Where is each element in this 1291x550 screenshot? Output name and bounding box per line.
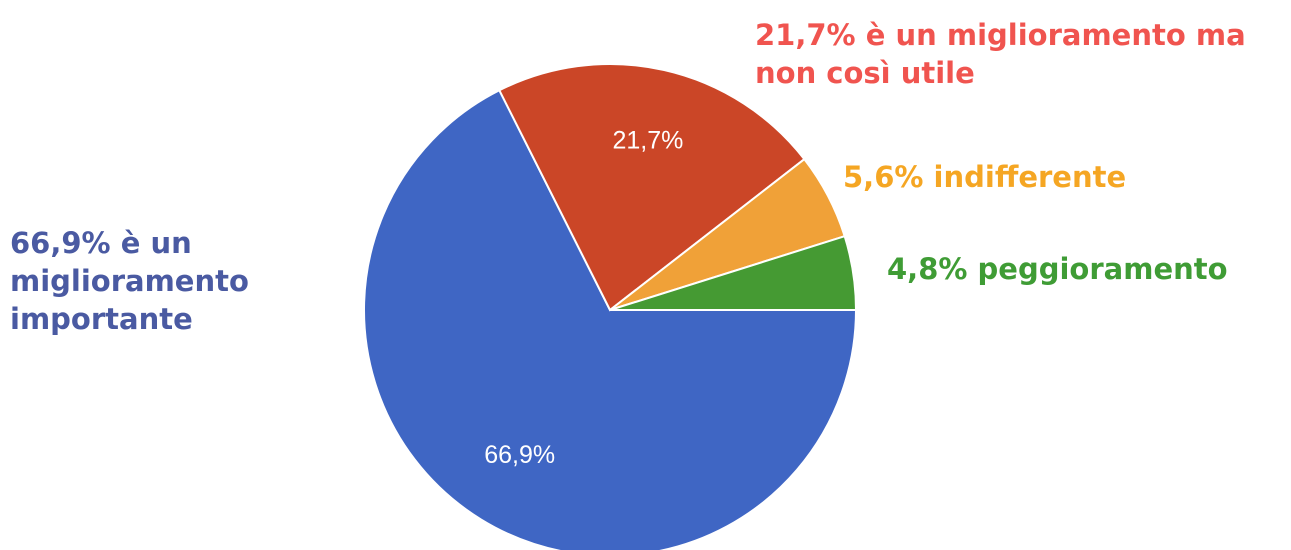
legend-label: 66,9% è un miglioramento importante (10, 224, 310, 338)
legend-label: 21,7% è un miglioramento ma non così uti… (755, 16, 1275, 92)
legend-value: 5,6% (843, 160, 924, 194)
legend-value: 4,8% (887, 252, 968, 286)
legend-value: 21,7% (755, 18, 856, 52)
legend-category: peggioramento (977, 252, 1228, 286)
legend-category: è un miglioramento importante (10, 226, 249, 336)
legend-value: 66,9% (10, 226, 111, 260)
pie-slice (609, 234, 858, 311)
slice-label: 66,9% (484, 441, 555, 469)
legend-label: 4,8% peggioramento (887, 250, 1287, 288)
pie-slice (363, 88, 858, 550)
legend-category: indifferente (933, 160, 1127, 194)
legend-label: 5,6% indifferente (843, 158, 1283, 196)
slice-label: 21,7% (612, 127, 683, 155)
legend-category: è un miglioramento ma non così utile (755, 18, 1246, 90)
pie-slice (498, 63, 806, 312)
